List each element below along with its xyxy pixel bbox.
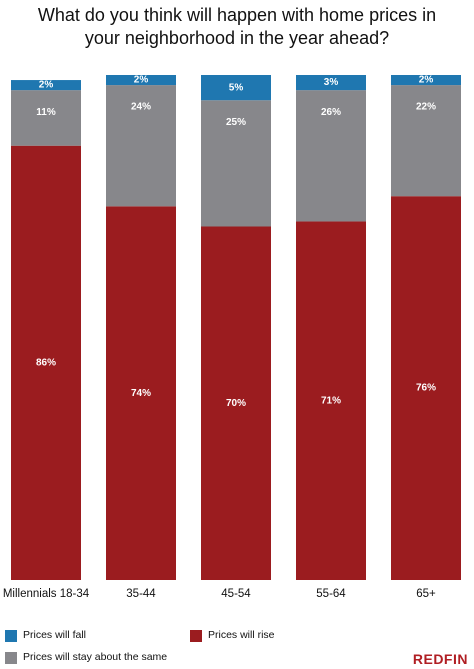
x-tick-label: 65+ (416, 588, 436, 600)
data-label: 25% (226, 117, 246, 128)
x-tick-label: 35-44 (126, 588, 156, 600)
bar-segment (296, 75, 366, 91)
data-label: 2% (39, 80, 54, 91)
bar-segment (391, 85, 461, 197)
data-label: 71% (321, 395, 341, 406)
legend-label: Prices will rise (208, 629, 275, 641)
x-tick-label: 45-54 (221, 588, 251, 600)
bar-segment (106, 206, 176, 581)
data-label: 26% (321, 107, 341, 118)
data-label: 70% (226, 398, 246, 409)
data-label: 74% (131, 388, 151, 399)
data-label: 76% (416, 383, 436, 394)
bar-segment (106, 75, 176, 86)
legend-swatch (5, 630, 17, 642)
data-label: 2% (134, 75, 149, 86)
data-label: 11% (36, 107, 56, 118)
bar-segment (11, 90, 81, 146)
bar-segment (11, 80, 81, 91)
bar-segment (296, 221, 366, 580)
bar-segment (201, 226, 271, 580)
bar-segment (391, 75, 461, 86)
brand: REDFIN (412, 651, 468, 667)
data-label: 2% (419, 75, 434, 86)
chart-title: What do you think will happen with home … (37, 5, 437, 48)
x-tick-label: Millennials 18-34 (2, 588, 90, 600)
bar-segment (11, 145, 81, 580)
data-label: 86% (36, 357, 56, 368)
bar-segment (391, 196, 461, 580)
legend-swatch (5, 652, 17, 664)
legend-swatch (190, 630, 202, 642)
data-label: 3% (324, 77, 339, 88)
bar-segment (201, 75, 271, 101)
x-tick-label: 55-64 (316, 588, 346, 600)
bar-segment (296, 90, 366, 222)
data-label: 22% (416, 102, 436, 113)
data-label: 5% (229, 82, 244, 93)
data-label: 24% (131, 102, 151, 113)
bar-segment (201, 100, 271, 227)
bar-segment (106, 85, 176, 207)
legend-label: Prices will fall (23, 629, 87, 641)
chart-title-box: What do you think will happen with home … (0, 4, 474, 50)
legend-label: Prices will stay about the same (23, 651, 168, 663)
